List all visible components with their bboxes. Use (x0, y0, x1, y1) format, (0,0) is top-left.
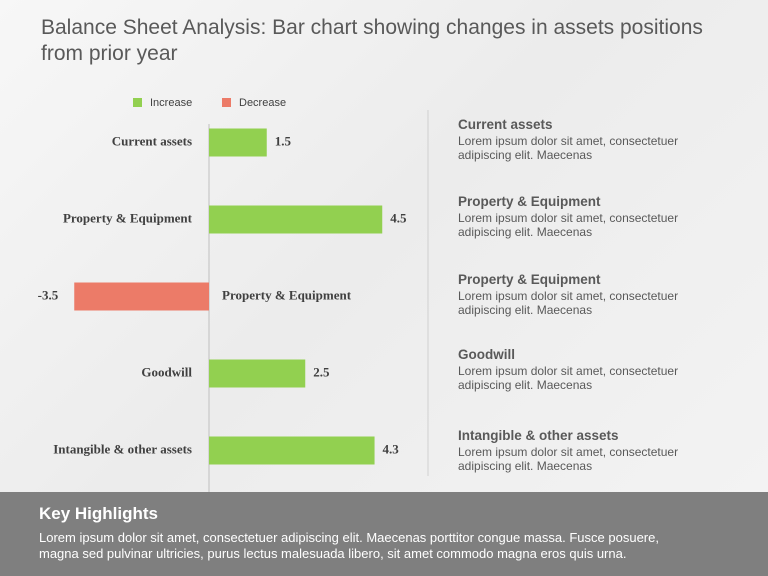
legend-swatch (133, 98, 142, 107)
note-title: Property & Equipment (458, 272, 601, 287)
value-label: 1.5 (275, 133, 292, 148)
note-title: Property & Equipment (458, 194, 601, 209)
highlights: Key Highlights Lorem ipsum dolor sit ame… (0, 492, 768, 576)
category-label: Intangible & other assets (53, 441, 192, 456)
category-label: Goodwill (141, 364, 192, 379)
bar (209, 205, 383, 234)
highlights-text: Lorem ipsum dolor sit amet, consectetuer… (39, 530, 659, 545)
note-text: Lorem ipsum dolor sit amet, consectetuer (458, 211, 679, 225)
note-text: adipiscing elit. Maecenas (458, 378, 593, 392)
bar (209, 128, 267, 157)
note-title: Current assets (458, 117, 553, 132)
value-label: -3.5 (38, 287, 59, 302)
value-label: 4.3 (383, 441, 400, 456)
legend-swatch (222, 98, 231, 107)
legend-label: Decrease (239, 97, 286, 109)
note-title: Goodwill (458, 347, 515, 362)
note: Intangible & other assets Lorem ipsum dol… (458, 427, 758, 473)
highlights-title: Key Highlights (39, 504, 159, 523)
bar (74, 282, 209, 311)
bar (209, 436, 375, 465)
note-title: Intangible & other assets (458, 428, 619, 443)
note: Current assets Lorem ipsum dolor sit amet… (458, 116, 758, 162)
note-text: adipiscing elit. Maecenas (458, 225, 593, 239)
note-text: adipiscing elit. Maecenas (458, 303, 593, 317)
note-text: Lorem ipsum dolor sit amet, consectetuer (458, 289, 679, 303)
note-text: Lorem ipsum dolor sit amet, consectetuer (458, 134, 679, 148)
category-label: Current assets (112, 133, 192, 148)
note: Property & Equipment Lorem ipsum dolor si… (458, 271, 758, 317)
highlights-text: magna sed pulvinar ultricies, purus lect… (39, 546, 627, 561)
note-text: Lorem ipsum dolor sit amet, consectetuer (458, 364, 679, 378)
legend-label: Increase (150, 97, 192, 109)
note: Goodwill Lorem ipsum dolor sit amet, cons… (458, 346, 758, 392)
note: Property & Equipment Lorem ipsum dolor si… (458, 193, 758, 239)
category-label: Property & Equipment (222, 287, 352, 302)
note-text: adipiscing elit. Maecenas (458, 459, 593, 473)
slide-title: Balance Sheet Analysis: Bar chart showin… (41, 16, 703, 65)
category-label: Property & Equipment (63, 210, 193, 225)
note-text: adipiscing elit. Maecenas (458, 148, 593, 162)
value-label: 2.5 (313, 364, 330, 379)
note-text: Lorem ipsum dolor sit amet, consectetuer (458, 445, 679, 459)
bar (209, 359, 306, 388)
value-label: 4.5 (390, 210, 407, 225)
